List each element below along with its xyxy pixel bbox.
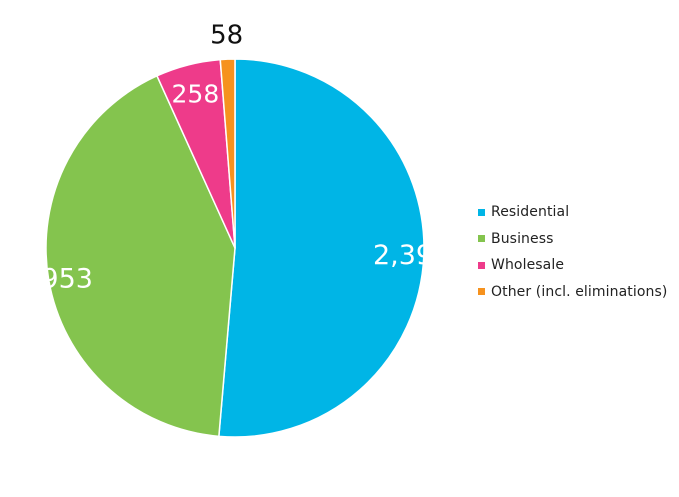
legend-item: Other (incl. eliminations) [478, 279, 667, 306]
legend-label: Wholesale [491, 257, 565, 274]
legend-swatch [478, 235, 485, 243]
pie-slice-other [219, 58, 236, 249]
data-label-business: 1,953 [16, 264, 93, 295]
pie-slices [45, 58, 425, 438]
legend-item: Wholesale [478, 252, 667, 279]
legend: Residential Business Wholesale Other (incl.… [478, 199, 667, 305]
legend-swatch [478, 288, 485, 296]
legend-label: Residential [491, 204, 570, 221]
legend-swatch [478, 261, 485, 269]
legend-item: Residential [478, 199, 667, 226]
pie-slice-residential [218, 58, 425, 438]
legend-label: Business [491, 230, 554, 247]
pie-data-labels: 2,396 1,953 258 58 [16, 21, 451, 295]
legend-swatch [478, 208, 485, 216]
legend-item: Business [478, 226, 667, 253]
pie-slice-business [45, 75, 236, 438]
data-label-wholesale: 258 [172, 80, 220, 109]
data-label-other: 58 [210, 21, 243, 51]
legend-label: Other (incl. eliminations) [491, 283, 668, 300]
data-label-residential: 2,396 [373, 240, 450, 271]
